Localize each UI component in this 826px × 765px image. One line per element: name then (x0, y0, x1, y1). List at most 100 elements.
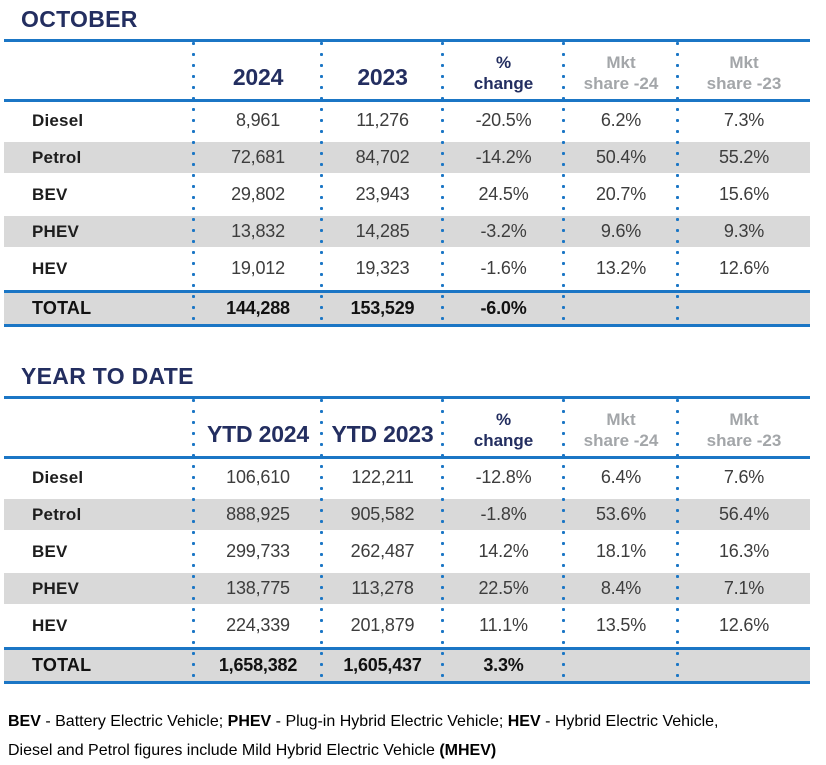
header-line: share -23 (706, 431, 782, 450)
header-line: Mkt (606, 410, 636, 429)
value-ytd-2023: 113,278 (351, 578, 414, 598)
value-share-24: 13.2% (595, 258, 647, 278)
table-row-total: TOTAL 1,658,382 1,605,437 3.3% (4, 650, 810, 681)
header-line: share -23 (706, 74, 782, 93)
footnote-text: - Hybrid Electric Vehicle, (540, 713, 719, 730)
value-ytd-2023: 122,211 (351, 467, 414, 487)
row-label: PHEV (32, 221, 80, 241)
row-label: Diesel (32, 467, 84, 487)
table-top-divider (4, 396, 810, 399)
table-top-divider (4, 39, 810, 42)
header-line: % (495, 53, 512, 72)
value-share-23: 12.6% (718, 615, 770, 635)
value-ytd-2023: 262,487 (350, 541, 415, 561)
value-change: -1.8% (480, 504, 527, 524)
footnote-line-2: Diesel and Petrol figures include Mild H… (8, 736, 826, 765)
total-top-divider (4, 647, 810, 650)
footnote-term-mhev: (MHEV) (439, 742, 497, 759)
header-line: share -24 (583, 431, 659, 450)
value-2023: 14,285 (355, 221, 410, 241)
value-share-24: 50.4% (595, 147, 647, 167)
column-header-mkt-share-24: Mkt share -24 (564, 42, 678, 99)
value-share-23: 7.1% (723, 578, 765, 598)
value-share-23: 7.3% (723, 110, 765, 130)
footnote-term-hev: HEV (507, 713, 541, 730)
row-label: PHEV (32, 578, 80, 598)
value-2024: 29,802 (231, 184, 285, 204)
value-share-23: 55.2% (718, 147, 770, 167)
header-line: % (495, 410, 512, 429)
value-2024: 72,681 (231, 147, 285, 167)
table-row-diesel: Diesel 8,961 11,276 -20.5% 6.2% 7.3% (4, 102, 810, 139)
value-change: -20.5% (475, 110, 532, 130)
column-header-mkt-share-23: Mkt share -23 (678, 399, 810, 456)
value-ytd-2024: 1,658,382 (218, 655, 298, 675)
row-label: Petrol (32, 504, 82, 524)
column-header-empty (4, 399, 194, 456)
value-ytd-2024: 138,775 (226, 578, 290, 598)
value-share-24: 9.6% (600, 221, 642, 241)
value-2024: 13,832 (231, 221, 285, 241)
value-share-24: 53.6% (595, 504, 647, 524)
value-2023: 84,702 (355, 147, 410, 167)
value-change: 14.2% (478, 541, 529, 561)
header-line: share -24 (583, 74, 659, 93)
header-line: Mkt (606, 53, 636, 72)
value-ytd-2024: 888,925 (226, 504, 290, 524)
value-share-23: 12.6% (718, 258, 770, 278)
row-label: TOTAL (32, 298, 92, 318)
row-label: TOTAL (32, 655, 92, 675)
row-label: Diesel (32, 110, 84, 130)
value-change: -12.8% (475, 467, 532, 487)
header-line: Mkt (729, 53, 759, 72)
value-ytd-2024: 224,339 (226, 615, 290, 635)
column-header-percent-change: % change (443, 42, 564, 99)
table-row-hev: HEV 19,012 19,323 -1.6% 13.2% 12.6% (4, 250, 810, 287)
value-change: -14.2% (475, 147, 532, 167)
value-share-23: 9.3% (723, 221, 765, 241)
value-share-24: 6.4% (600, 467, 642, 487)
column-header-mkt-share-23: Mkt share -23 (678, 42, 810, 99)
table-row-phev: PHEV 138,775 113,278 22.5% 8.4% 7.1% (4, 570, 810, 607)
footnote-text: - Battery Electric Vehicle; (40, 713, 228, 730)
section-title-year-to-date: YEAR TO DATE (21, 363, 194, 389)
column-header-ytd-2024: YTD 2024 (207, 421, 309, 447)
value-change: -1.6% (480, 258, 527, 278)
value-change: 22.5% (478, 578, 529, 598)
value-2023: 19,323 (355, 258, 410, 278)
value-change: 3.3% (483, 655, 524, 675)
column-header-mkt-share-24: Mkt share -24 (564, 399, 678, 456)
row-label: HEV (32, 258, 68, 278)
value-2023: 153,529 (350, 298, 415, 318)
header-bottom-divider (4, 456, 810, 459)
value-change: -3.2% (480, 221, 527, 241)
footnote-line-1: BEV - Battery Electric Vehicle; PHEV - P… (8, 707, 826, 736)
value-change: 24.5% (478, 184, 529, 204)
value-share-23: 16.3% (718, 541, 770, 561)
header-bottom-divider (4, 99, 810, 102)
value-share-23: 56.4% (718, 504, 770, 524)
value-2024: 144,288 (226, 298, 290, 318)
footnote-term-phev: PHEV (227, 713, 272, 730)
spacer (4, 287, 810, 290)
spacer (4, 644, 810, 647)
table-bottom-divider (4, 681, 810, 684)
section-title-october: OCTOBER (21, 6, 138, 32)
row-label: BEV (32, 541, 68, 561)
column-header-empty (4, 42, 194, 99)
value-2024: 19,012 (231, 258, 285, 278)
row-label: BEV (32, 184, 68, 204)
table-header-row: 2024 2023 % change Mkt share -24 Mkt sha… (4, 42, 810, 99)
total-top-divider (4, 290, 810, 293)
value-2024: 8,961 (235, 110, 281, 130)
value-share-24: 6.2% (600, 110, 642, 130)
value-share-23: 15.6% (718, 184, 770, 204)
column-header-ytd-2023: YTD 2023 (331, 421, 434, 447)
table-row-phev: PHEV 13,832 14,285 -3.2% 9.6% 9.3% (4, 213, 810, 250)
value-change: -6.0% (480, 298, 527, 318)
year-to-date-table: YTD 2024 YTD 2023 % change Mkt share -24… (4, 396, 810, 684)
row-label: Petrol (32, 147, 82, 167)
table-header-row: YTD 2024 YTD 2023 % change Mkt share -24… (4, 399, 810, 456)
column-header-2023: 2023 (357, 64, 408, 90)
